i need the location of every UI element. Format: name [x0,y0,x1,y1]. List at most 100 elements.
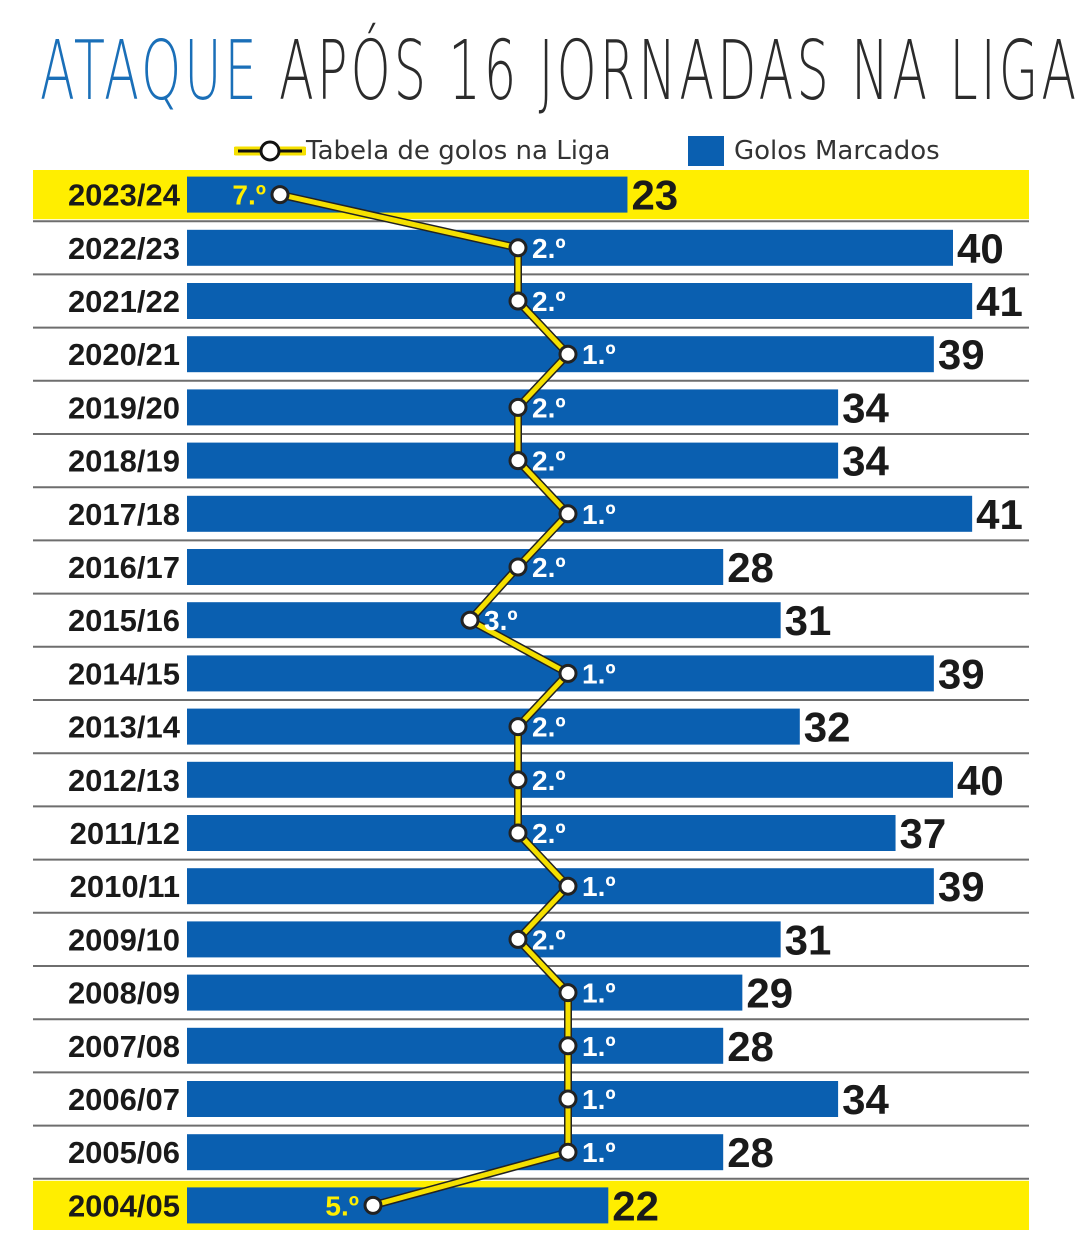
goals-bar [187,815,896,851]
rank-label: 2.º [532,924,566,955]
rank-label: 5.º [325,1190,359,1221]
legend-line-label: Tabela de golos na Liga [306,136,611,166]
goals-value-label: 31 [785,597,832,644]
rank-label: 2.º [532,818,566,849]
goals-value-label: 41 [976,278,1023,325]
chart-title-accent: ATAQUE [40,24,260,119]
goals-value-label: 34 [842,438,889,485]
line-marker-icon [234,140,306,162]
legend-item-line: Tabela de golos na Liga [234,133,610,169]
season-label: 2016/17 [68,550,180,585]
rank-marker [508,291,528,311]
goals-value-label: 28 [727,1129,774,1176]
goals-value-label: 28 [727,544,774,591]
goals-bar [187,549,724,585]
rank-label: 2.º [532,446,566,477]
rank-marker [508,717,528,737]
goals-bar [187,921,781,958]
chart-title: ATAQUE APÓS 16 JORNADAS NA LIGA [40,22,1076,122]
season-label: 2017/18 [68,497,180,532]
season-label: 2010/11 [70,869,180,904]
goals-bar [187,1081,839,1117]
season-label: 2009/10 [68,922,180,957]
season-label: 2005/06 [68,1135,180,1170]
rank-marker [558,876,578,896]
legend-item-bar: Golos Marcados [688,133,940,169]
goals-value-label: 34 [842,384,889,431]
rank-marker [558,504,578,524]
rank-marker [508,238,528,258]
goals-bar [187,176,628,213]
goals-value-label: 34 [842,1076,889,1123]
season-label: 2011/12 [70,816,180,851]
rank-marker [508,770,528,790]
goals-value-label: 39 [938,650,985,697]
rank-marker [558,344,578,364]
goals-bar [187,495,973,532]
goals-value-label: 39 [938,331,985,378]
rank-marker [508,451,528,471]
season-label: 2008/09 [68,976,180,1011]
goals-value-label: 41 [976,491,1023,538]
goals-bar [187,1187,609,1224]
rank-marker [558,1142,578,1162]
legend-swatch [688,136,724,166]
goals-bar [187,974,743,1011]
goals-bar [187,761,953,798]
goals-bar [187,1027,724,1064]
chart-title-rest: APÓS 16 JORNADAS NA LIGA [279,24,1080,119]
rank-label: 2.º [532,233,566,264]
rank-label: 1.º [582,1031,616,1062]
rank-marker [508,823,528,843]
rank-label: 2.º [532,552,566,583]
goals-value-label: 31 [785,916,832,963]
season-label: 2020/21 [68,337,180,372]
season-label: 2007/08 [68,1029,180,1064]
season-label: 2018/19 [68,444,180,479]
season-label: 2022/23 [68,231,180,266]
rank-marker [460,610,480,630]
season-label: 2019/20 [68,390,180,425]
season-label: 2015/16 [68,603,180,638]
goals-value-label: 23 [631,172,678,219]
season-label: 2021/22 [68,284,180,319]
goals-bar [187,283,973,319]
goals-value-label: 39 [938,863,985,910]
rank-marker [558,1036,578,1056]
season-label: 2006/07 [68,1082,180,1117]
rank-marker [558,1089,578,1109]
goals-bar [187,229,953,266]
rank-label: 7.º [232,180,266,211]
rank-label: 2.º [532,765,566,796]
rank-marker [508,557,528,577]
rank-label: 1.º [582,1137,616,1168]
rank-marker [508,397,528,417]
goals-bar [187,1134,724,1171]
goals-value-label: 28 [727,1023,774,1070]
rank-label: 1.º [582,1084,616,1115]
rank-label: 2.º [532,392,566,423]
legend-bar-label: Golos Marcados [734,136,940,166]
goals-value-label: 37 [900,810,947,857]
goals-value-label: 22 [612,1182,659,1229]
rank-label: 1.º [582,871,616,902]
season-label: 2014/15 [68,656,180,691]
rank-marker [558,983,578,1003]
rank-marker [508,929,528,949]
goals-value-label: 40 [957,225,1004,272]
rank-label: 1.º [582,658,616,689]
goals-value-label: 32 [804,704,851,751]
rank-marker [363,1195,383,1215]
rank-label: 1.º [582,499,616,530]
season-label: 2012/13 [68,763,180,798]
rank-marker [558,663,578,683]
rank-label: 3.º [484,605,518,636]
rank-label: 2.º [532,286,566,317]
season-label: 2023/24 [68,178,181,213]
rank-label: 2.º [532,712,566,743]
rank-label: 1.º [582,339,616,370]
season-label: 2013/14 [68,710,181,745]
rank-label: 1.º [582,978,616,1009]
season-label: 2004/05 [68,1188,180,1223]
